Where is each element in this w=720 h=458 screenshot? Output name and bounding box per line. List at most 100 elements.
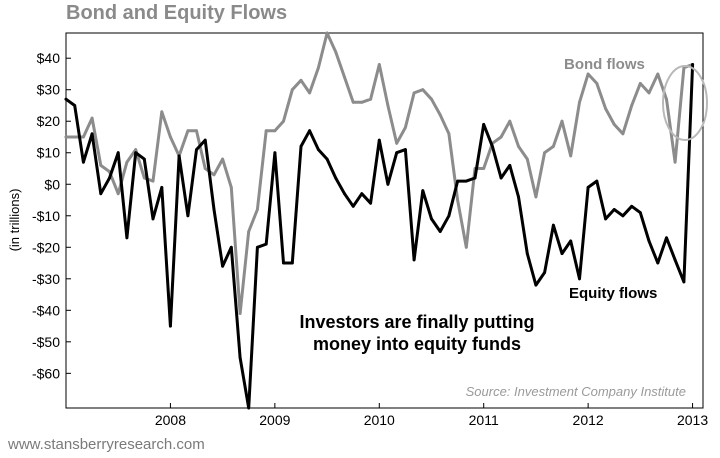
equity-flows-point [673,258,677,262]
bond-flows-point [638,82,642,85]
bond-flows-point [369,97,372,101]
bond-flows-point [325,31,329,35]
bond-flows-point [386,104,390,107]
equity-flows-point [638,211,642,215]
x-tick-label: 2008 [155,412,186,428]
equity-flows-point [682,280,686,284]
equity-flows-point [525,252,529,256]
y-tick-label: -$10 [32,208,60,224]
equity-flows-point [430,217,433,221]
equity-flows-point [404,148,407,152]
equity-flows-point [543,271,546,274]
bond-flows-point [195,129,198,133]
equity-flows-point [151,217,155,221]
equity-flows-point [247,406,251,410]
equity-flows-point [82,160,85,164]
equity-flows-point [491,145,494,148]
bond-flows-point [543,151,546,155]
y-axis-label: (in trillions) [7,189,22,252]
bond-flows-point [665,97,668,101]
y-tick-label: $20 [37,113,61,129]
equity-flows-point [282,261,285,265]
equity-flows-point [108,176,111,180]
bond-flows-point [508,119,512,123]
bond-flows-point [212,173,216,177]
equity-flows-point [195,148,198,152]
y-tick-label: -$30 [32,271,60,287]
bond-flows-point [125,160,129,164]
equity-flows-point [621,214,625,218]
equity-flows-point [334,176,338,180]
bond-flows-point [134,148,138,152]
equity-flows-point [612,208,616,211]
equity-flows-point [169,324,172,328]
y-tick-label: $10 [37,145,61,161]
equity-flows-point [560,252,564,256]
footer-url: www.stansberryresearch.com [8,436,205,453]
y-axis: $40 $30 $20 $10 $0 -$10 -$20 -$30 -$40 -$50 -$60 [32,50,71,381]
equity-flows-point [604,217,607,221]
equity-flows-point [160,186,164,189]
bond-flows-point [264,129,268,133]
equity-flows-point [99,192,103,196]
bond-flows-point [621,132,625,136]
equity-flows-point [386,182,390,186]
equity-flows-point [238,356,242,359]
bond-flows-point [203,167,207,170]
equity-flows-point [464,179,468,183]
equity-flows-point [473,176,477,180]
equity-flows-point [412,258,416,262]
bond-flows-point [282,119,285,123]
x-tick-label: 2012 [573,412,604,428]
y-tick-label: -$20 [32,239,60,255]
equity-flows-label: Equity flows [569,285,657,302]
equity-flows-point [656,261,660,265]
bond-flows-point [343,75,346,79]
x-tick-label: 2013 [677,412,708,428]
bond-flows-point [256,208,259,211]
bond-flows-point [360,100,364,104]
equity-flows-point [630,204,634,208]
bond-flows-point [142,176,146,180]
bond-flows-point [186,129,190,133]
bond-flows-point [99,164,103,167]
equity-flows-point [438,230,442,233]
bond-flows-point [630,104,634,107]
bond-flows-point [334,50,338,54]
equity-flows-point [221,264,225,268]
bond-flows-point [116,192,120,196]
bond-flows-point [395,141,399,145]
plot-frame [65,32,704,409]
equity-flows-point [447,214,451,218]
bond-flows-point [73,135,77,139]
bond-flows-point [578,100,581,104]
equity-flows-point [377,138,381,142]
equity-flows-point [325,157,329,161]
bond-flows-point [499,135,503,139]
bond-flows-point [169,135,172,139]
x-tick-label: 2009 [259,412,290,428]
equity-flows-point [508,164,512,167]
equity-flows-point [177,154,181,158]
bond-flows-point [308,91,311,95]
y-tick-label: -$50 [32,334,60,350]
bond-flows-point [525,157,529,161]
equity-flows-point [586,186,590,189]
y-tick-label: -$40 [32,302,60,318]
equity-flows-point [142,157,146,161]
bond-flows-point [517,145,520,148]
bond-flows-label: Bond flows [564,56,645,73]
y-tick-label: $40 [37,50,61,66]
equity-flows-point [552,223,555,227]
bond-flows-point [412,91,416,95]
highlight-circle [662,65,708,141]
bond-flows-point [247,230,251,233]
annotation-line-1: Investors are finally putting [299,312,534,332]
annotation-line-2: money into equity funds [313,334,521,354]
bond-flows-point [221,157,225,161]
equity-flows-point [229,245,233,249]
equity-flows-point [212,208,216,211]
equity-flows-point [203,138,207,142]
equity-flows-point [273,151,277,155]
